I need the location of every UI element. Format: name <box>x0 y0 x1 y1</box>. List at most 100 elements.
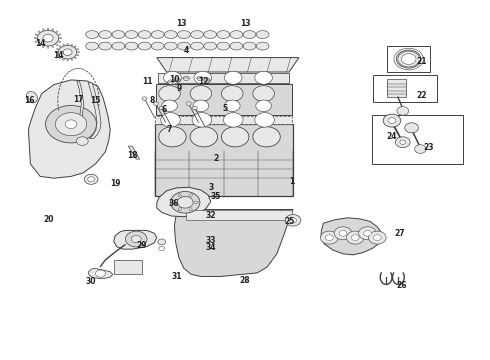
Text: 9: 9 <box>176 84 181 93</box>
Circle shape <box>221 127 249 147</box>
Circle shape <box>192 113 212 127</box>
Ellipse shape <box>191 31 203 39</box>
Ellipse shape <box>138 42 151 50</box>
Polygon shape <box>157 187 211 217</box>
Ellipse shape <box>178 194 182 197</box>
Ellipse shape <box>178 207 182 211</box>
Circle shape <box>405 123 418 133</box>
Ellipse shape <box>77 51 79 53</box>
Circle shape <box>397 107 409 115</box>
Circle shape <box>55 113 87 136</box>
Ellipse shape <box>59 46 61 47</box>
Circle shape <box>359 227 376 240</box>
Ellipse shape <box>230 42 243 50</box>
Text: 30: 30 <box>85 277 96 286</box>
Text: 31: 31 <box>171 272 182 281</box>
Circle shape <box>334 227 352 240</box>
Bar <box>114 260 142 274</box>
Polygon shape <box>77 81 84 122</box>
Circle shape <box>161 113 180 127</box>
Ellipse shape <box>99 42 112 50</box>
Bar <box>155 124 293 196</box>
Ellipse shape <box>56 31 58 32</box>
Text: 36: 36 <box>169 199 179 208</box>
Circle shape <box>168 80 173 84</box>
Ellipse shape <box>34 37 37 39</box>
Circle shape <box>383 114 401 127</box>
Text: 18: 18 <box>127 151 138 160</box>
Ellipse shape <box>125 42 138 50</box>
Circle shape <box>125 231 147 247</box>
Ellipse shape <box>56 49 59 50</box>
Circle shape <box>177 197 193 208</box>
Circle shape <box>159 246 165 251</box>
Circle shape <box>65 120 77 129</box>
Ellipse shape <box>59 37 62 39</box>
Circle shape <box>186 102 191 105</box>
Polygon shape <box>28 80 110 178</box>
Circle shape <box>190 127 218 147</box>
Ellipse shape <box>125 31 138 39</box>
Ellipse shape <box>56 55 59 56</box>
Circle shape <box>96 270 105 277</box>
Circle shape <box>37 30 59 46</box>
Text: 13: 13 <box>176 19 187 28</box>
Text: 6: 6 <box>162 105 167 114</box>
Text: 4: 4 <box>184 46 189 55</box>
Circle shape <box>368 231 386 244</box>
Text: 26: 26 <box>396 281 407 290</box>
Text: 23: 23 <box>423 143 434 152</box>
Ellipse shape <box>71 44 73 46</box>
Bar <box>387 46 430 72</box>
Ellipse shape <box>56 51 58 53</box>
Circle shape <box>153 102 158 105</box>
Ellipse shape <box>217 31 230 39</box>
Ellipse shape <box>217 42 230 50</box>
Polygon shape <box>88 268 113 279</box>
Ellipse shape <box>74 46 76 47</box>
Text: 8: 8 <box>149 96 154 105</box>
Circle shape <box>46 105 97 143</box>
Ellipse shape <box>138 31 151 39</box>
Ellipse shape <box>76 49 79 50</box>
Text: 2: 2 <box>213 154 218 163</box>
Polygon shape <box>174 210 293 276</box>
Bar <box>158 73 289 83</box>
Ellipse shape <box>38 44 40 45</box>
Text: 10: 10 <box>169 75 179 84</box>
Bar <box>373 75 437 102</box>
Circle shape <box>256 100 271 112</box>
Text: 33: 33 <box>205 235 216 245</box>
Text: 3: 3 <box>208 183 213 192</box>
Ellipse shape <box>47 46 49 48</box>
Circle shape <box>43 34 53 42</box>
Ellipse shape <box>165 42 177 50</box>
Polygon shape <box>128 146 140 159</box>
Circle shape <box>76 137 88 145</box>
Ellipse shape <box>204 31 217 39</box>
Ellipse shape <box>42 29 44 31</box>
Ellipse shape <box>52 46 54 48</box>
Ellipse shape <box>67 59 69 61</box>
Ellipse shape <box>35 41 38 42</box>
Circle shape <box>400 140 406 144</box>
Circle shape <box>290 218 296 223</box>
Text: 1: 1 <box>289 177 294 186</box>
Ellipse shape <box>59 57 61 59</box>
Circle shape <box>194 71 212 84</box>
Text: 22: 22 <box>416 91 427 100</box>
Ellipse shape <box>151 42 164 50</box>
Ellipse shape <box>165 31 177 39</box>
Circle shape <box>174 78 180 82</box>
Text: 15: 15 <box>90 96 101 105</box>
Ellipse shape <box>194 201 198 203</box>
Ellipse shape <box>26 91 37 103</box>
Ellipse shape <box>189 207 193 211</box>
Bar <box>372 115 463 164</box>
Circle shape <box>204 78 210 82</box>
Ellipse shape <box>177 31 190 39</box>
Bar <box>155 116 292 124</box>
Text: 34: 34 <box>205 243 216 252</box>
Text: 27: 27 <box>394 230 405 239</box>
Circle shape <box>396 50 421 68</box>
